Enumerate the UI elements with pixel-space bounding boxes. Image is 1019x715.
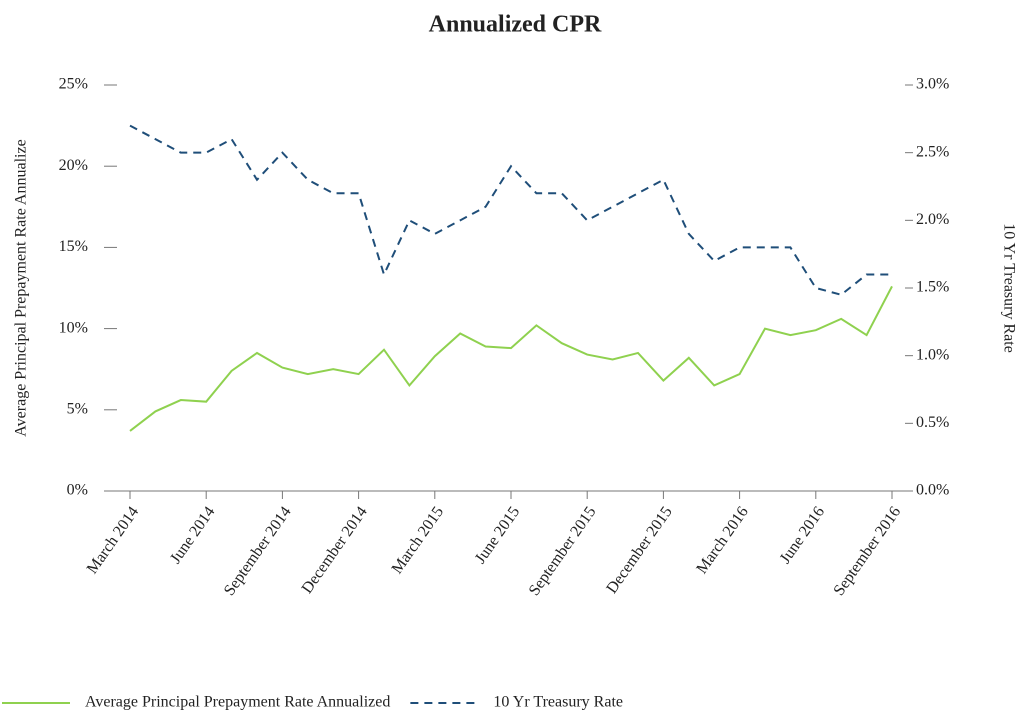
- x-tick-label: December 2014: [299, 504, 371, 597]
- y2-tick-label: 1.5%: [916, 279, 949, 296]
- x-tick-label: September 2014: [221, 504, 295, 599]
- x-tick-label: March 2016: [693, 504, 752, 577]
- series-line: [129, 124, 892, 296]
- x-tick-label: March 2014: [84, 504, 143, 577]
- legend-label: 10 Yr Treasury Rate: [493, 694, 623, 711]
- y2-tick-label: 1.0%: [916, 346, 949, 363]
- y2-tick-label: 0.5%: [916, 414, 949, 431]
- x-tick-label: September 2015: [526, 504, 600, 599]
- legend-label: Average Principal Prepayment Rate Annual…: [85, 694, 390, 711]
- x-tick-label: December 2015: [603, 504, 675, 597]
- x-tick-label: June 2014: [167, 504, 218, 567]
- y-tick-label: 20%: [59, 157, 88, 174]
- x-tick-label: September 2016: [830, 504, 904, 599]
- x-tick-label: June 2016: [777, 504, 828, 567]
- y-axis-label: Average Principal Prepayment Rate Annual…: [13, 139, 30, 436]
- y2-tick-label: 3.0%: [916, 76, 949, 93]
- y2-tick-label: 0.0%: [916, 482, 949, 499]
- y-tick-label: 10%: [59, 319, 88, 336]
- y-tick-label: 25%: [59, 76, 88, 93]
- y-tick-label: 0%: [67, 482, 88, 499]
- x-tick-label: June 2015: [472, 504, 523, 567]
- y-tick-label: 15%: [59, 238, 88, 255]
- y2-tick-label: 2.0%: [916, 211, 949, 228]
- series-line: [129, 285, 893, 432]
- x-tick-label: March 2015: [389, 504, 448, 577]
- y2-axis-label: 10 Yr Treasury Rate: [1000, 223, 1017, 353]
- chart-title: Annualized CPR: [429, 12, 602, 38]
- y-tick-label: 5%: [67, 400, 88, 417]
- y2-tick-label: 2.5%: [916, 143, 949, 160]
